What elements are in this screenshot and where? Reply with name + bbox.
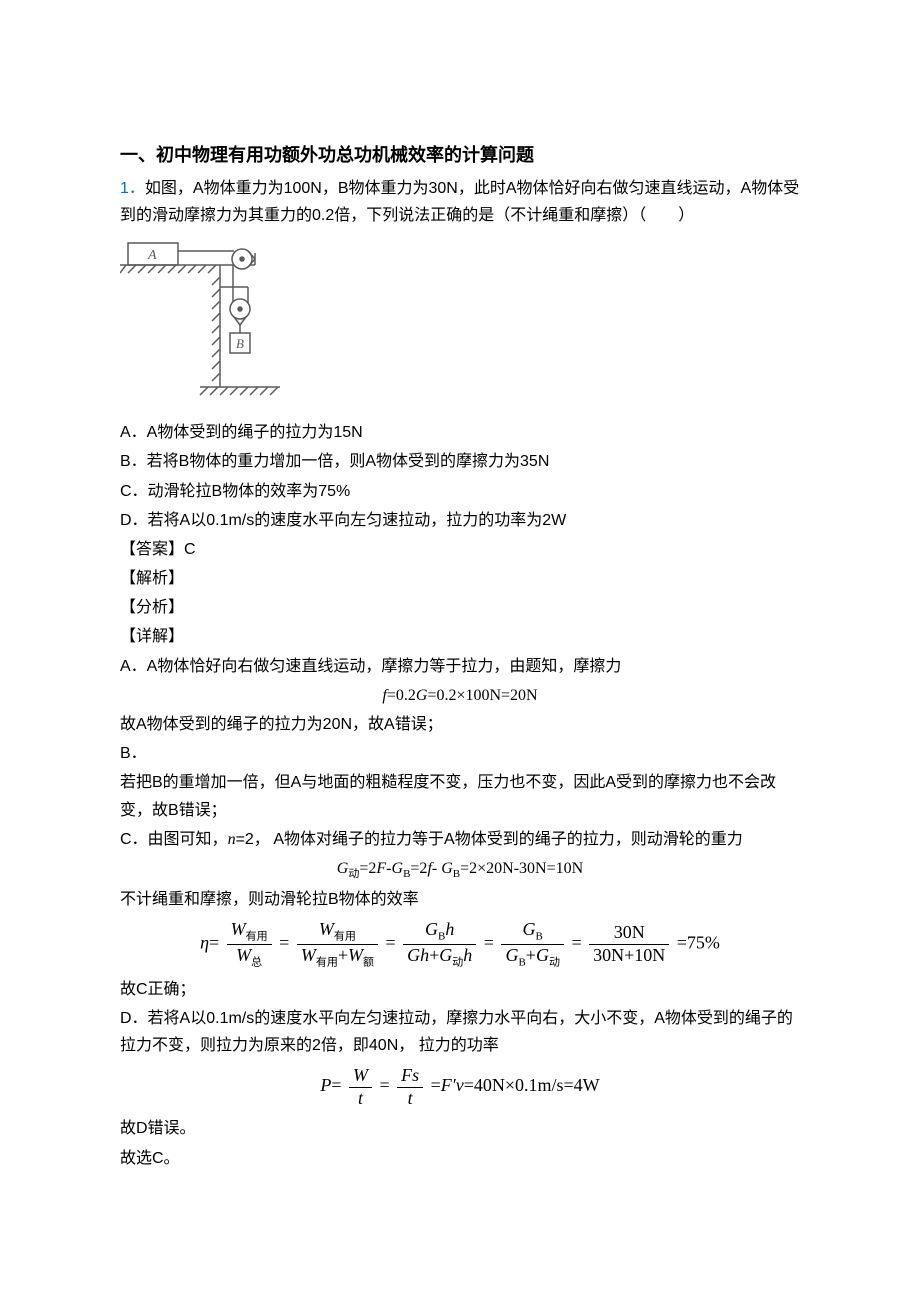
detail-label: 【详解】 [120, 623, 800, 650]
section-title: 一、初中物理有用功额外功总功机械效率的计算问题 [120, 140, 800, 171]
pulley-figure: A [120, 237, 800, 411]
exp-c-eq1: G动=2F-GB=2f- GB=2×20N-30N=10N [120, 855, 800, 884]
eta-result: =75% [677, 932, 720, 952]
exp-b-line1: B． [120, 740, 800, 767]
exp-a-line1: A．A物体恰好向右做匀速直线运动，摩擦力等于拉力，由题知，摩擦力 [120, 653, 800, 680]
question-stem: 1．如图，A物体重力为100N，B物体重力为30N，此时A物体恰好向右做匀速直线… [120, 175, 800, 229]
page: 一、初中物理有用功额外功总功机械效率的计算问题 1．如图，A物体重力为100N，… [0, 0, 920, 1302]
power-equation: P= Wt = Fst =F′v=40N×0.1m/s=4W [120, 1065, 800, 1109]
eta-equation: η= W有用W总 = W有用W有用+W额 = GBhGh+G动h = GBGB+… [120, 919, 800, 970]
question-text: 如图，A物体重力为100N，B物体重力为30N，此时A物体恰好向右做匀速直线运动… [120, 180, 799, 224]
answer-label: 【答案】 [120, 541, 184, 558]
exp-c-line2: 不计绳重和摩擦，则动滑轮拉B物体的效率 [120, 886, 800, 913]
exp-c-line3: 故C正确； [120, 976, 800, 1003]
question-number: 1． [120, 180, 145, 197]
option-b: B．若将B物体的重力增加一倍，则A物体受到的摩擦力为35N [120, 448, 800, 475]
exp-d-line2: 故D错误。 [120, 1115, 800, 1142]
svg-text:A: A [147, 248, 157, 263]
answer-value: C [184, 541, 196, 558]
exp-a-eq: f=0.2G=0.2×100N=20N [120, 682, 800, 709]
option-a: A．A物体受到的绳子的拉力为15N [120, 419, 800, 446]
option-c: C．动滑轮拉B物体的效率为75% [120, 478, 800, 505]
option-d: D．若将A以0.1m/s的速度水平向左匀速拉动，拉力的功率为2W [120, 507, 800, 534]
final-line: 故选C。 [120, 1145, 800, 1172]
exp-a-line2: 故A物体受到的绳子的拉力为20N，故A错误； [120, 711, 800, 738]
exp-c-line1: C．由图可知，n=2， A物体对绳子的拉力等于A物体受到的绳子的拉力，则动滑轮的… [120, 826, 800, 853]
exp-b-line2: 若把B的重增加一倍，但A与地面的粗糙程度不变，压力也不变，因此A受到的摩擦力也不… [120, 769, 800, 823]
subanalysis-label: 【分析】 [120, 594, 800, 621]
answer-line: 【答案】C [120, 536, 800, 563]
analysis-label: 【解析】 [120, 565, 800, 592]
svg-text:B: B [236, 336, 244, 351]
power-tail: =F′v=40N×0.1m/s=4W [431, 1075, 600, 1095]
exp-d-line1: D．若将A以0.1m/s的速度水平向左匀速拉动，摩擦力水平向右，大小不变，A物体… [120, 1005, 800, 1059]
